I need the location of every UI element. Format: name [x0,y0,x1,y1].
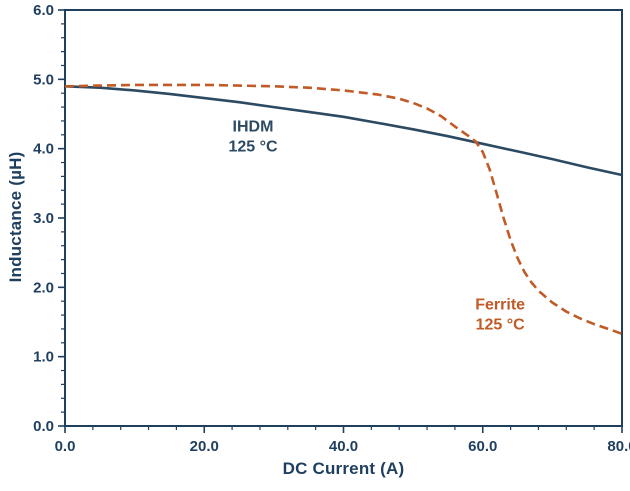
plot-frame [64,9,623,427]
x-tick-label: 0.0 [55,438,76,455]
x-tick-label: 40.0 [329,438,358,455]
y-tick-label: 2.0 [33,279,54,296]
y-tick-label: 0.0 [33,418,54,435]
x-axis-title: DC Current (A) [282,459,405,478]
y-tick-label: 3.0 [33,210,54,227]
y-tick-label: 1.0 [33,349,54,366]
x-tick-label: 20.0 [190,438,219,455]
x-tick-label: 80.0 [607,438,630,455]
series-label-1: Ferrite 125 °C [475,297,525,334]
series-line-1 [64,83,623,336]
y-tick-label: 6.0 [33,2,54,19]
series-label-0: IHDM 125 °C [228,118,278,155]
y-tick-label: 5.0 [33,71,54,88]
y-axis-title: Inductance (µH) [6,151,25,283]
series-line-0 [64,85,623,177]
y-tick-label: 4.0 [33,141,54,158]
x-tick-label: 60.0 [468,438,497,455]
